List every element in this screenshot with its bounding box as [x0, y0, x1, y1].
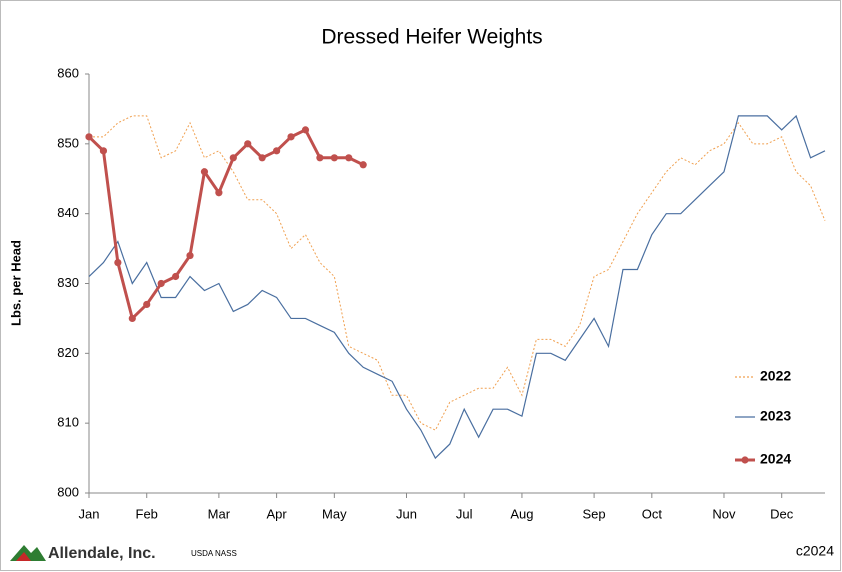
point	[128, 314, 136, 323]
x-tick-label: Sep	[583, 506, 606, 521]
series-line	[89, 115, 826, 431]
point	[157, 279, 165, 288]
point	[143, 300, 151, 309]
point	[273, 147, 281, 155]
y-axis-label: Lbs. per Head	[8, 240, 23, 326]
point	[114, 258, 122, 267]
logo-mark-inner	[16, 552, 31, 561]
copyright: c2024	[796, 543, 834, 559]
point	[229, 154, 237, 162]
y-tick-label: 820	[57, 345, 79, 360]
point	[258, 154, 266, 162]
brand: Allendale, Inc.	[48, 545, 156, 562]
legend-label: 2023	[760, 408, 791, 424]
y-tick-label: 840	[57, 205, 79, 220]
legend-label: 2024	[760, 451, 791, 467]
x-tick-label: Apr	[266, 506, 287, 521]
x-tick-label: Mar	[208, 506, 231, 521]
chart-title: Dressed Heifer Weights	[321, 26, 542, 49]
point	[215, 189, 223, 197]
y-tick-label: 800	[57, 484, 79, 499]
x-tick-label: Feb	[136, 506, 158, 521]
logo	[10, 545, 46, 561]
point	[171, 272, 180, 281]
point	[287, 133, 295, 141]
point	[330, 154, 338, 162]
x-tick-label: Jun	[396, 506, 417, 521]
source: USDA NASS	[191, 549, 237, 558]
point	[200, 168, 209, 176]
series-line	[88, 114, 826, 460]
point	[85, 133, 93, 141]
y-tick-label: 860	[57, 65, 79, 80]
x-tick-label: Oct	[642, 506, 663, 521]
legend-marker	[741, 456, 749, 464]
point	[244, 140, 252, 148]
x-tick-label: Jul	[456, 506, 473, 521]
logo-mark	[10, 545, 46, 561]
point	[301, 126, 310, 134]
x-tick-label: Aug	[510, 506, 533, 521]
point	[359, 161, 367, 169]
point	[345, 154, 353, 162]
x-tick-label: May	[322, 506, 347, 521]
point	[186, 251, 194, 260]
x-tick-label: Nov	[712, 506, 736, 521]
y-tick-label: 830	[57, 275, 79, 290]
x-tick-label: Jan	[79, 506, 100, 521]
x-tick-label: Dec	[770, 506, 794, 521]
point	[316, 154, 324, 162]
legend-label: 2022	[760, 368, 791, 384]
y-tick-label: 850	[57, 135, 79, 150]
y-tick-label: 810	[57, 415, 79, 430]
point	[99, 147, 108, 155]
